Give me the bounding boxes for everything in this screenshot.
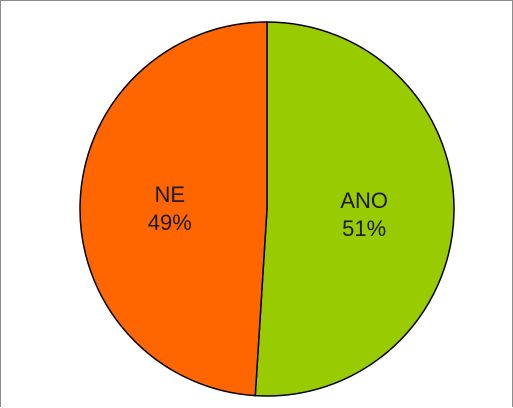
slice-label-ne: NE [155, 182, 186, 207]
slice-value-ano: 51% [342, 216, 386, 241]
slice-value-ne: 49% [148, 210, 192, 235]
slice-label-ano: ANO [340, 188, 388, 213]
pie-slice-ne [79, 21, 268, 397]
pie-slice-ano [254, 21, 455, 397]
